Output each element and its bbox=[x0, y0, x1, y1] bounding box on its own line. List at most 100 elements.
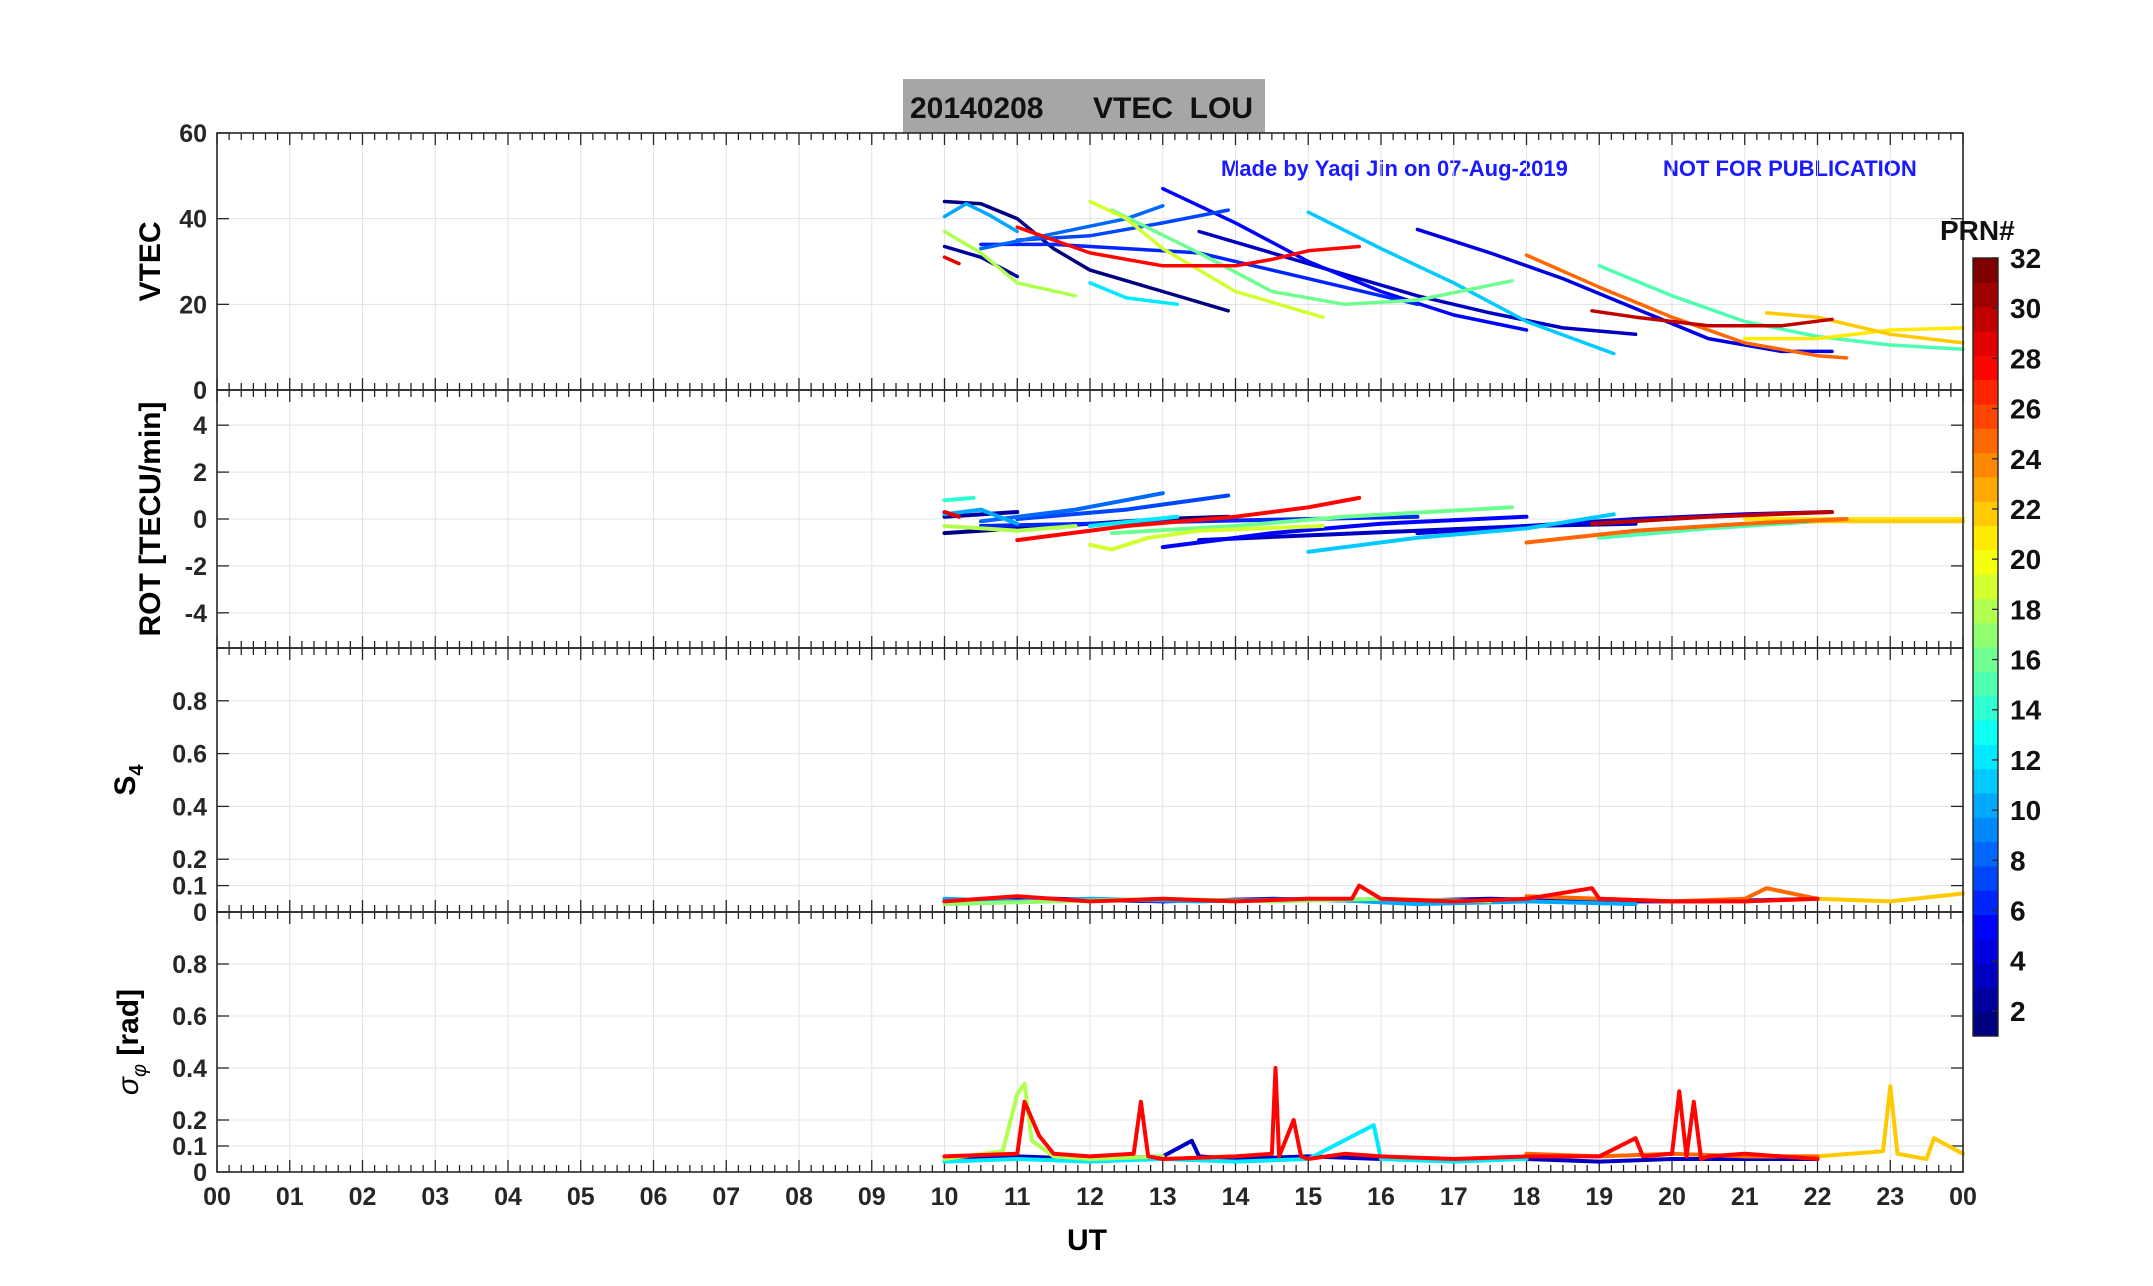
x-tick-label: 09 bbox=[858, 1183, 886, 1211]
series-prn-5 bbox=[1161, 186, 1529, 332]
colorbar-tick-label: 16 bbox=[2010, 645, 2041, 676]
x-tick-label: 01 bbox=[276, 1183, 304, 1211]
colorbar-tick-label: 4 bbox=[2010, 946, 2026, 977]
colorbar-cell bbox=[1973, 671, 1998, 697]
series-prn-12 bbox=[1088, 514, 1180, 528]
x-axis-label: UT bbox=[1067, 1224, 1107, 1257]
colorbar-tick-label: 24 bbox=[2010, 444, 2042, 475]
colorbar-cell bbox=[1973, 1011, 1998, 1037]
axes-frame bbox=[216, 911, 1964, 1173]
y-tick-label: 0.2 bbox=[172, 846, 207, 874]
y-tick-label: 0.8 bbox=[172, 688, 207, 716]
x-tick-label: 19 bbox=[1585, 1183, 1613, 1211]
colorbar-cell bbox=[1973, 695, 1998, 721]
series-prn-28 bbox=[942, 1066, 1820, 1161]
y-tick-label: 0.1 bbox=[172, 1133, 207, 1161]
y-tick-label: 4 bbox=[193, 412, 207, 440]
y-tick-label: 0.2 bbox=[172, 1107, 207, 1135]
series-prn-30 bbox=[1590, 510, 1834, 526]
x-tick-label: 03 bbox=[421, 1183, 449, 1211]
colorbar-tick-label: 12 bbox=[2010, 745, 2041, 776]
y-tick-label: 0.4 bbox=[172, 793, 207, 821]
series-prn-28 bbox=[1015, 225, 1361, 268]
y-tick-label: 0.6 bbox=[172, 1003, 207, 1031]
colorbar-cell bbox=[1973, 744, 1998, 770]
panel-s4: 00.10.2 0.4 0.6 0.8 S4 bbox=[109, 647, 1965, 927]
colorbar-cell bbox=[1973, 792, 1998, 818]
x-tick-label: 05 bbox=[567, 1183, 595, 1211]
colorbar-cell bbox=[1973, 987, 1998, 1013]
series-prn-12 bbox=[942, 1123, 1529, 1164]
series-prn-11 bbox=[1306, 512, 1616, 554]
x-tick-label: 16 bbox=[1367, 1183, 1395, 1211]
colorbar-cell bbox=[1973, 914, 1998, 940]
series-group-sigma_phi bbox=[942, 1066, 1965, 1164]
title-background bbox=[903, 79, 1265, 133]
colorbar-cell bbox=[1973, 719, 1998, 745]
colorbar-cell bbox=[1973, 403, 1998, 429]
x-tick-label: 14 bbox=[1222, 1183, 1250, 1211]
colorbar-cell bbox=[1973, 306, 1998, 332]
colorbar-title: PRN# bbox=[1940, 215, 2015, 246]
grid-vtec bbox=[216, 132, 1964, 391]
colorbar-cell bbox=[1973, 622, 1998, 648]
series-prn-29 bbox=[942, 255, 961, 266]
y-tick-label: 0.8 bbox=[172, 951, 207, 979]
y-tick-label: 0.4 bbox=[172, 1055, 207, 1083]
colorbar-tick-label: 18 bbox=[2010, 594, 2041, 625]
colorbar-cell bbox=[1973, 598, 1998, 624]
colorbar-tick-label: 22 bbox=[2010, 494, 2041, 525]
x-tick-label: 00 bbox=[203, 1183, 231, 1211]
series-prn-18 bbox=[942, 524, 1078, 533]
y-tick-label: 0 bbox=[193, 899, 207, 927]
figure-title: 20140208 VTEC LOU bbox=[903, 79, 1265, 133]
colorbar-cell bbox=[1973, 817, 1998, 843]
series-prn-28 bbox=[942, 883, 1820, 904]
colorbar-cell bbox=[1973, 258, 1998, 283]
y-tick-label: 60 bbox=[179, 120, 207, 148]
y-tick-label: 40 bbox=[179, 206, 207, 234]
colorbar-tick-label: 28 bbox=[2010, 343, 2041, 374]
series-group-rot bbox=[942, 491, 1965, 554]
x-tick-label: 02 bbox=[349, 1183, 377, 1211]
series-prn-8 bbox=[978, 491, 1165, 524]
series-prn-14 bbox=[942, 495, 976, 503]
publication-notice: NOT FOR PUBLICATION bbox=[1663, 156, 1917, 181]
colorbar-tick-label: 8 bbox=[2010, 845, 2026, 876]
y-tick-label: 20 bbox=[179, 291, 207, 319]
grid-s4 bbox=[216, 648, 1964, 913]
series-prn-10 bbox=[942, 507, 1020, 526]
series-prn-25 bbox=[1524, 253, 1849, 360]
colorbar-cell bbox=[1973, 938, 1998, 964]
colorbar-cell bbox=[1973, 355, 1998, 381]
series-prn-25 bbox=[1524, 517, 1849, 545]
series-prn-2 bbox=[942, 244, 1020, 279]
y-tick-label: 0 bbox=[193, 1159, 207, 1187]
colorbar-cell bbox=[1973, 525, 1998, 551]
series-prn-4 bbox=[1415, 227, 1834, 354]
author-annotation: Made by Yaqi Jin on 07-Aug-2019 bbox=[1221, 156, 1568, 181]
series-prn-11 bbox=[1306, 210, 1616, 356]
y-axis-label-s4: S4 bbox=[109, 764, 148, 796]
colorbar-cell bbox=[1973, 428, 1998, 454]
x-tick-label: 12 bbox=[1076, 1183, 1104, 1211]
colorbar-cell bbox=[1973, 476, 1998, 502]
y-tick-label: 0.1 bbox=[172, 873, 207, 901]
colorbar-cell bbox=[1973, 379, 1998, 405]
series-group-s4 bbox=[942, 883, 1965, 907]
x-tick-label: 00 bbox=[1949, 1183, 1977, 1211]
x-tick-label: 22 bbox=[1804, 1183, 1832, 1211]
x-tick-label: 21 bbox=[1731, 1183, 1759, 1211]
series-prn-12 bbox=[1088, 281, 1180, 307]
colorbar-tick-label: 20 bbox=[2010, 544, 2041, 575]
ticks-s4: 00.10.2 0.4 0.6 0.8 bbox=[172, 648, 1964, 927]
ticks-rot: -4 -2 0 2 4 bbox=[185, 390, 1964, 648]
x-tick-labels: 00 01 02 03 04 05 06 07 08 09 10 11 12 13 14 15 16 17 18 19… bbox=[203, 1183, 1977, 1211]
panel-rot: -4 -2 0 2 4 ROT [TECU/min] bbox=[134, 389, 1965, 649]
series-prn-7 bbox=[1015, 493, 1231, 521]
y-tick-label: 2 bbox=[193, 459, 207, 487]
series-prn-1 bbox=[942, 199, 1230, 313]
series-prn-8 bbox=[979, 204, 1165, 251]
